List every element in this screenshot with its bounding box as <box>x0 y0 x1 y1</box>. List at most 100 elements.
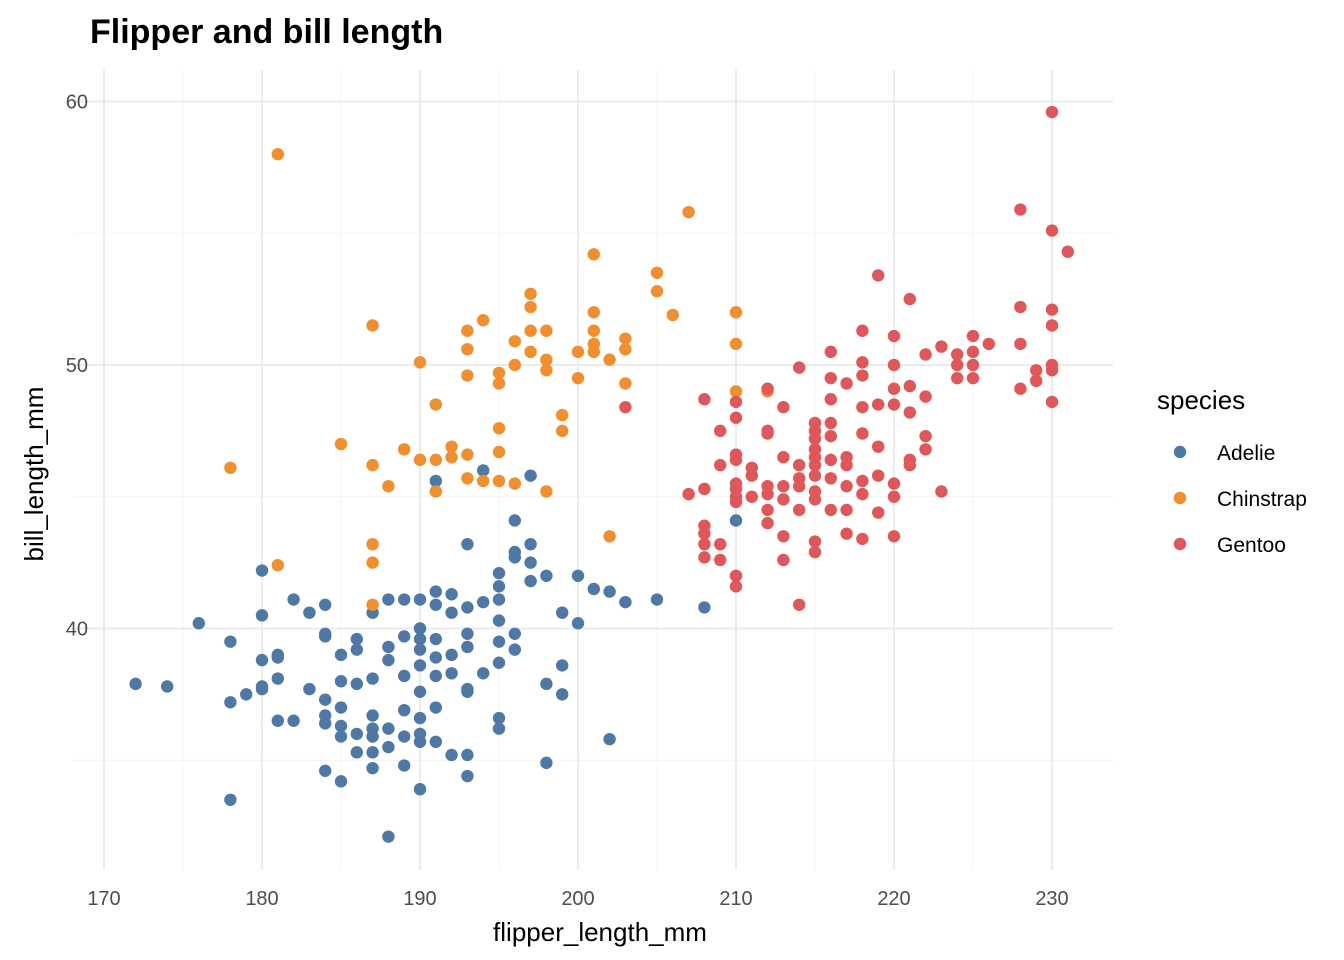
y-axis-ticks: 40 50 60 <box>66 92 88 641</box>
y-tick-label: 60 <box>66 92 88 114</box>
adelie-point <box>413 643 427 656</box>
adelie-point <box>603 732 616 746</box>
adelie-point <box>461 627 474 640</box>
x-tick-label: 200 <box>561 888 594 910</box>
adelie-point <box>461 769 474 783</box>
adelie-point <box>287 714 300 727</box>
gentoo-point <box>761 382 774 395</box>
adelie-point <box>492 722 506 735</box>
adelie-point <box>319 717 332 730</box>
adelie-point <box>398 759 411 772</box>
gentoo-point <box>714 458 727 472</box>
adelie-point <box>508 551 521 564</box>
adelie-point <box>334 648 348 662</box>
chinstrap-point <box>224 461 237 474</box>
adelie-point <box>334 675 348 688</box>
chinstrap-point <box>461 342 474 356</box>
adelie-point <box>319 598 332 611</box>
gentoo-point <box>777 451 790 464</box>
adelie-point <box>492 566 506 580</box>
gentoo-point <box>698 527 711 540</box>
chinstrap-point <box>540 353 553 366</box>
gentoo-point <box>824 393 837 406</box>
adelie-point <box>271 672 284 685</box>
gentoo-point <box>856 324 869 337</box>
legend-key-gentoo <box>1173 537 1187 551</box>
chinstrap-point <box>571 345 585 359</box>
legend-label-adelie: Adelie <box>1217 442 1275 465</box>
gentoo-point <box>919 390 932 403</box>
adelie-point <box>524 556 537 569</box>
adelie-point <box>382 722 395 735</box>
adelie-point <box>319 693 332 706</box>
chinstrap-point <box>524 287 537 301</box>
adelie-point <box>508 643 521 656</box>
gentoo-point <box>935 485 948 498</box>
chinstrap-point <box>619 332 632 345</box>
adelie-point <box>398 593 411 606</box>
gentoo-point <box>872 398 885 411</box>
gentoo-point <box>887 490 901 503</box>
adelie-point <box>492 711 506 725</box>
adelie-point <box>508 514 521 527</box>
adelie-point <box>350 643 363 656</box>
gentoo-point <box>729 411 743 424</box>
adelie-point <box>319 630 332 643</box>
adelie-point <box>413 632 427 646</box>
x-tick-label: 170 <box>87 888 120 910</box>
legend-title: species <box>1157 385 1245 415</box>
adelie-point <box>413 783 427 796</box>
gentoo-point <box>777 480 790 493</box>
gentoo-point <box>824 371 837 385</box>
chinstrap-point <box>366 458 379 472</box>
gentoo-point <box>824 416 837 430</box>
chinstrap-point <box>271 148 284 161</box>
chinstrap-point <box>492 474 506 488</box>
gentoo-point <box>856 474 869 488</box>
gentoo-point <box>1045 224 1059 237</box>
chinstrap-point <box>366 598 379 611</box>
adelie-point <box>429 585 442 598</box>
adelie-point <box>382 653 395 667</box>
adelie-point <box>461 537 474 551</box>
gentoo-point <box>745 490 758 503</box>
chinstrap-point <box>587 306 600 319</box>
adelie-point <box>445 748 458 762</box>
adelie-point <box>429 701 442 714</box>
adelie-point <box>366 761 379 775</box>
x-tick-label: 180 <box>245 888 278 910</box>
adelie-point <box>492 656 506 669</box>
adelie-point <box>382 640 395 654</box>
gentoo-point <box>1061 245 1075 258</box>
adelie-point <box>303 682 316 696</box>
x-axis-ticks: 170 180 190 200 210 220 230 <box>87 888 1068 910</box>
gentoo-point <box>1045 395 1059 409</box>
adelie-point <box>524 469 537 482</box>
legend-key-adelie <box>1173 445 1187 459</box>
gentoo-point <box>777 400 790 414</box>
chinstrap-point <box>429 398 442 411</box>
gentoo-point <box>729 569 743 582</box>
adelie-point <box>587 582 600 596</box>
adelie-point <box>240 688 253 701</box>
adelie-point <box>334 701 348 714</box>
gentoo-point <box>966 371 980 385</box>
chinstrap-point <box>524 300 537 314</box>
gentoo-point <box>903 406 916 419</box>
gentoo-point <box>919 348 932 361</box>
chinstrap-point <box>587 248 600 261</box>
adelie-point <box>366 730 379 743</box>
gentoo-point <box>840 458 853 472</box>
chinstrap-point <box>524 324 537 337</box>
gentoo-point <box>856 400 869 414</box>
gentoo-point <box>1045 303 1059 316</box>
gentoo-point <box>1045 105 1059 119</box>
adelie-point <box>540 756 553 770</box>
x-tick-label: 220 <box>877 888 910 910</box>
adelie-point <box>255 564 269 577</box>
adelie-point <box>524 574 537 588</box>
gentoo-point <box>887 530 901 543</box>
gentoo-point <box>714 553 727 567</box>
adelie-point <box>255 609 269 622</box>
